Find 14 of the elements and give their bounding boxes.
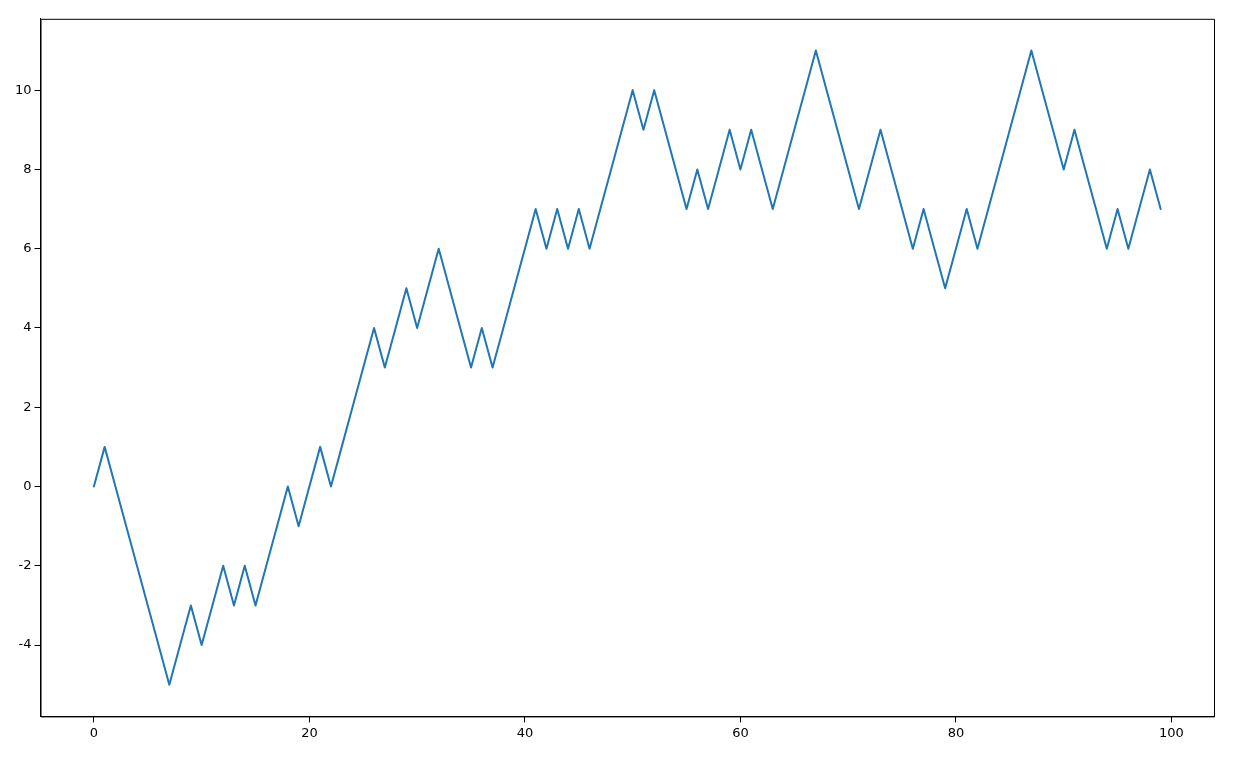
x-tick-label: 40 xyxy=(516,724,534,740)
x-tick-label: 80 xyxy=(947,724,965,740)
y-tick-label: -4 xyxy=(18,636,32,652)
y-tick-label: 10 xyxy=(15,81,32,97)
x-tick-label: 20 xyxy=(301,724,318,740)
y-tick-label: 0 xyxy=(23,477,32,493)
y-tick-label: 2 xyxy=(23,398,32,414)
x-tick-label: 0 xyxy=(89,724,99,740)
y-tick-label: 6 xyxy=(23,240,32,256)
y-tick-label: 4 xyxy=(23,319,32,335)
x-tick-label: 60 xyxy=(732,724,749,740)
x-tick-label: 100 xyxy=(1159,724,1184,740)
y-tick-label: -2 xyxy=(18,557,32,573)
y-tick-label: 8 xyxy=(23,160,32,176)
